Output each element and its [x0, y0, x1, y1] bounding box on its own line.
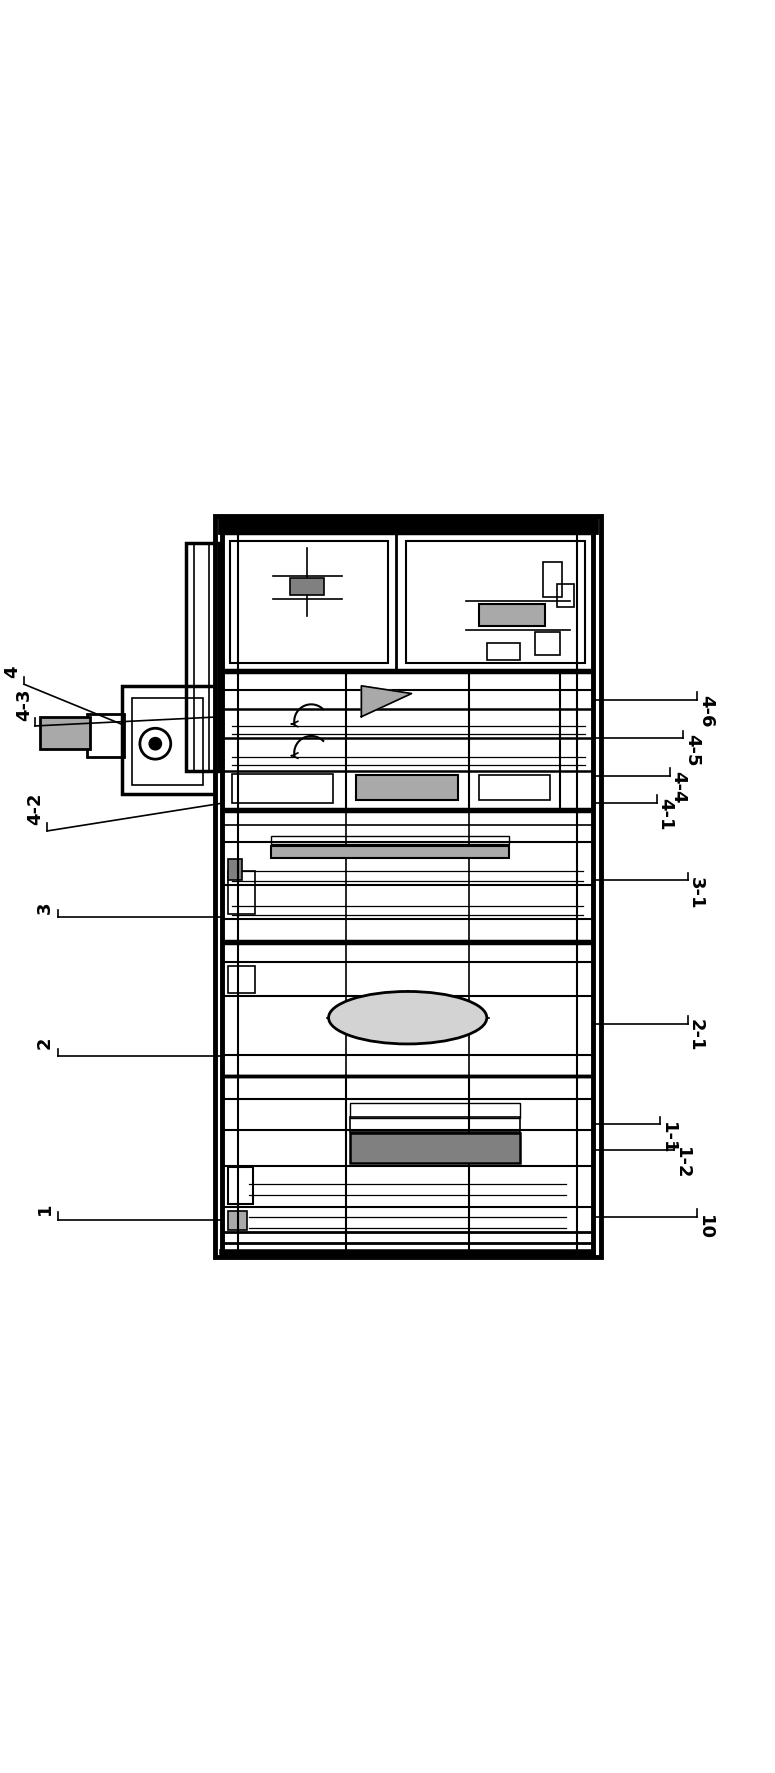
- Text: 4-3: 4-3: [15, 688, 33, 720]
- Bar: [228, 858, 242, 881]
- Text: 4: 4: [3, 665, 21, 677]
- Text: 4-1: 4-1: [656, 798, 673, 830]
- Text: 2-1: 2-1: [687, 1019, 704, 1051]
- Bar: [542, 562, 562, 598]
- Bar: [222, 810, 593, 940]
- Bar: [122, 686, 215, 794]
- Text: 3: 3: [36, 901, 54, 913]
- Bar: [350, 1103, 519, 1119]
- Text: 1-1: 1-1: [659, 1122, 677, 1154]
- Bar: [222, 672, 593, 808]
- Bar: [228, 966, 255, 993]
- Text: 4-6: 4-6: [698, 695, 715, 727]
- Bar: [350, 1133, 519, 1163]
- Bar: [219, 519, 597, 534]
- Bar: [228, 871, 255, 913]
- Circle shape: [149, 738, 161, 750]
- Text: 4-5: 4-5: [684, 734, 701, 766]
- Bar: [480, 605, 545, 626]
- Text: 4-4: 4-4: [670, 771, 687, 803]
- Bar: [356, 775, 458, 800]
- Bar: [271, 837, 509, 844]
- Bar: [228, 1167, 253, 1204]
- Bar: [222, 1076, 593, 1255]
- Bar: [222, 943, 593, 1076]
- Text: 1: 1: [36, 1202, 54, 1215]
- Bar: [480, 775, 550, 800]
- Bar: [88, 715, 125, 757]
- Text: 10: 10: [696, 1215, 714, 1239]
- Bar: [350, 1117, 519, 1131]
- Bar: [487, 644, 519, 660]
- Text: 4-2: 4-2: [26, 793, 44, 824]
- Bar: [133, 699, 203, 785]
- Bar: [228, 1211, 247, 1230]
- Bar: [271, 846, 509, 858]
- Bar: [290, 578, 324, 594]
- Bar: [222, 534, 593, 670]
- Bar: [230, 541, 388, 663]
- Text: 2: 2: [36, 1035, 54, 1048]
- Bar: [406, 541, 585, 663]
- Bar: [40, 716, 90, 750]
- Text: 3-1: 3-1: [687, 878, 704, 910]
- Bar: [535, 631, 560, 654]
- Polygon shape: [361, 686, 412, 716]
- Bar: [186, 543, 219, 771]
- Ellipse shape: [329, 991, 487, 1044]
- Bar: [232, 773, 332, 803]
- Bar: [215, 516, 601, 1257]
- Text: 1-2: 1-2: [673, 1147, 691, 1179]
- Bar: [556, 583, 574, 606]
